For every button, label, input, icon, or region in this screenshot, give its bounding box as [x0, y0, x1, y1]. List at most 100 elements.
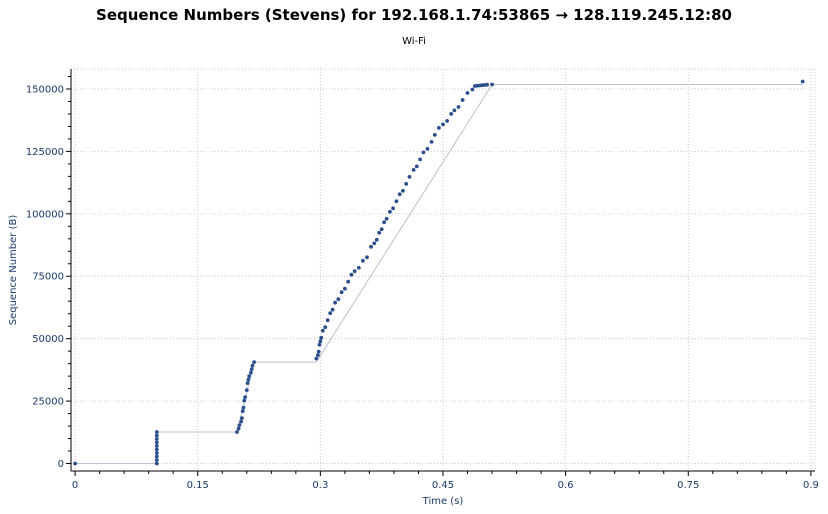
data-point	[239, 419, 244, 424]
data-point	[316, 353, 320, 357]
data-point	[441, 122, 445, 127]
data-point	[333, 300, 337, 305]
data-point	[235, 430, 239, 434]
x-tick-label: 0.3	[312, 480, 328, 491]
data-point	[361, 258, 365, 263]
data-point	[388, 209, 392, 214]
x-tick-label: 0.6	[558, 480, 574, 491]
data-point	[372, 241, 377, 246]
data-point	[328, 311, 333, 316]
x-axis-title: Time (s)	[422, 496, 464, 507]
data-point	[407, 175, 412, 179]
data-point	[249, 367, 254, 371]
y-tick-label: 75000	[32, 272, 64, 283]
trace-line	[75, 84, 803, 464]
data-point	[154, 454, 159, 459]
data-point	[246, 377, 251, 382]
data-point	[319, 335, 324, 340]
data-point	[369, 244, 373, 249]
data-point	[241, 405, 246, 410]
y-tick-label: 150000	[26, 84, 64, 95]
data-point	[485, 82, 489, 87]
data-point	[374, 237, 379, 242]
data-point	[432, 133, 437, 137]
data-point	[414, 164, 419, 169]
data-point	[349, 272, 354, 277]
data-point	[339, 290, 344, 295]
data-point	[316, 349, 321, 354]
x-tick-label: 0	[72, 480, 78, 491]
data-point	[154, 444, 159, 448]
data-point	[456, 105, 461, 109]
x-tick-label: 0.15	[187, 480, 209, 491]
data-point	[411, 168, 416, 172]
data-point	[154, 437, 159, 441]
data-point	[323, 325, 328, 330]
chart-title: Sequence Numbers (Stevens) for 192.168.1…	[96, 6, 732, 24]
data-point	[250, 363, 255, 368]
data-point	[318, 339, 323, 344]
x-tick-label: 0.9	[803, 480, 819, 491]
x-tick-label: 0.45	[432, 480, 454, 491]
data-point	[429, 140, 434, 144]
data-point	[394, 199, 399, 204]
data-point	[445, 119, 449, 123]
data-point	[382, 220, 386, 225]
data-point	[425, 147, 430, 151]
data-point	[391, 206, 395, 211]
data-point	[244, 388, 249, 392]
data-point	[249, 370, 253, 375]
grid-layer	[71, 68, 816, 471]
data-point	[343, 286, 347, 291]
axes: 0 0.15 0.3 0.45 0.6 0.75 0.9 0 25000 50000 75000 10…	[26, 69, 819, 491]
data-point	[240, 409, 245, 413]
data-point	[154, 458, 159, 462]
data-point	[377, 230, 382, 235]
data-point	[154, 451, 159, 455]
chart-subtitle: Wi-Fi	[402, 36, 426, 47]
data-point	[73, 461, 77, 466]
y-tick-label: 100000	[26, 209, 64, 220]
x-tick-label: 0.75	[677, 480, 699, 491]
data-point	[245, 381, 250, 385]
data-point	[154, 430, 159, 434]
data-point	[243, 395, 248, 399]
y-tick-label: 125000	[26, 147, 64, 158]
data-point	[317, 342, 322, 347]
data-point	[470, 87, 475, 92]
data-points-layer	[73, 79, 805, 466]
data-point	[346, 279, 351, 284]
data-point	[800, 79, 805, 84]
data-point	[314, 356, 319, 361]
data-point	[154, 461, 159, 466]
data-point	[320, 328, 325, 333]
data-point	[384, 216, 389, 221]
data-point	[356, 265, 361, 270]
data-point	[237, 423, 242, 427]
data-point	[418, 157, 422, 162]
data-point	[236, 426, 241, 431]
y-tick-label: 25000	[32, 397, 64, 408]
data-point	[352, 269, 357, 274]
data-point	[379, 227, 384, 232]
data-point	[421, 150, 426, 155]
data-point	[465, 91, 470, 95]
data-point	[460, 98, 465, 102]
data-point	[330, 307, 335, 312]
data-point	[154, 433, 159, 438]
y-axis-title: Sequence Number (B)	[8, 215, 19, 326]
data-point	[449, 112, 454, 116]
data-point	[242, 398, 247, 403]
data-point	[452, 108, 457, 113]
data-point	[401, 188, 405, 193]
y-tick-label: 0	[58, 459, 64, 470]
data-point	[336, 297, 341, 302]
data-point	[397, 192, 402, 197]
data-point	[490, 82, 494, 87]
data-point	[154, 440, 159, 445]
y-tick-label: 50000	[32, 334, 64, 345]
data-point	[365, 255, 369, 260]
trace-line-layer	[75, 84, 803, 464]
data-point	[240, 416, 244, 420]
